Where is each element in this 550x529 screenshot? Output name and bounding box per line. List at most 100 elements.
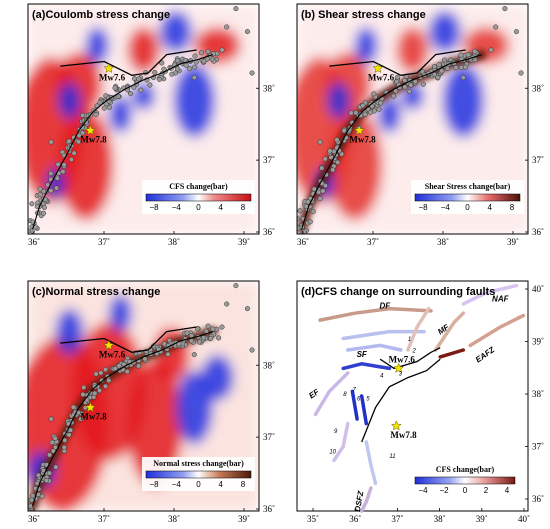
y-tick-label: 40˚: [532, 284, 544, 294]
segment-number: 7: [352, 387, 356, 393]
x-tick-label: 40˚: [518, 514, 530, 524]
x-tick-label: 37˚: [391, 514, 403, 524]
aftershock: [317, 139, 323, 145]
y-tick-label: 36˚: [532, 494, 544, 504]
positive-lobe: [127, 359, 183, 488]
aftershock: [80, 391, 86, 398]
colorbar-gradient: [145, 193, 252, 202]
negative-lobe: [377, 96, 401, 133]
y-tick-label: 36˚: [532, 227, 544, 237]
rupture-trace-north: [379, 347, 441, 370]
aftershock: [216, 335, 222, 341]
rupture-trace-north: [60, 49, 197, 76]
aftershock: [43, 477, 50, 484]
y-tick-label: 38˚: [532, 389, 544, 399]
fault-segment: [313, 371, 350, 417]
aftershocks: [297, 6, 524, 234]
aftershock: [319, 165, 325, 171]
colorbar-tick: 4: [219, 203, 224, 212]
aftershock: [406, 88, 412, 94]
panel-a: Mw7.6 Mw7.8 (a)Coulomb stress change 36˚ 37˚…: [27, 3, 275, 247]
aftershock: [39, 493, 45, 499]
x-tick-label: 37˚: [367, 237, 379, 247]
aftershock: [334, 137, 340, 143]
aftershock: [420, 81, 426, 87]
aftershock: [53, 464, 59, 470]
fault-segment: [359, 394, 369, 426]
colorbar-tick: −8: [418, 203, 428, 212]
negative-lobe: [58, 82, 82, 119]
aftershock: [394, 74, 400, 80]
fault-segment: [346, 343, 403, 352]
aftershock: [297, 216, 301, 222]
aftershock: [70, 404, 76, 410]
aftershock: [61, 444, 67, 450]
x-tick-label: 39˚: [238, 237, 250, 247]
x-tick-label: 38˚: [434, 514, 446, 524]
colorbar-tick: 4: [219, 480, 224, 489]
colorbar: CFS change(bar) −8 −4 0 4 8: [142, 180, 255, 214]
aftershock: [462, 64, 469, 70]
aftershock: [55, 161, 61, 167]
aftershock: [249, 70, 255, 76]
x-tick-label: 39˚: [507, 237, 519, 247]
aftershock: [205, 323, 211, 329]
aftershock: [244, 29, 250, 35]
fault-segment: [406, 306, 431, 352]
aftershock: [138, 87, 144, 93]
colorbar-tick: 0: [196, 480, 201, 489]
aftershock: [320, 188, 326, 194]
panel-c: Mw7.6 Mw7.8 (c)Normal stress change 36˚ 37˚ 3…: [27, 280, 275, 524]
aftershock: [367, 109, 374, 115]
aftershock: [402, 84, 408, 90]
surrounding-faults: [313, 283, 526, 513]
colorbar-gradient: [414, 193, 521, 202]
aftershock: [465, 52, 471, 58]
aftershock: [102, 383, 109, 389]
epicenter-star: [393, 362, 405, 373]
aftershock: [439, 68, 445, 74]
segment-number: 1: [408, 337, 411, 343]
aftershock: [46, 470, 53, 476]
aftershock: [394, 79, 400, 85]
aftershock: [175, 66, 181, 72]
epicenter-star: [84, 124, 96, 136]
mw76-label: Mw7.6: [99, 72, 126, 82]
aftershock: [460, 75, 466, 81]
aftershock: [198, 50, 204, 56]
map-frame: [27, 3, 260, 235]
aftershock: [124, 369, 130, 375]
positive-lobe: [396, 27, 429, 73]
y-tick-label: 37˚: [532, 442, 544, 452]
aftershock: [311, 186, 317, 192]
aftershock: [54, 175, 60, 181]
aftershock: [191, 352, 197, 358]
aftershock: [472, 48, 478, 54]
aftershock: [435, 74, 441, 81]
aftershock: [48, 416, 54, 422]
aftershock: [327, 148, 333, 154]
stress-lobes: [28, 4, 259, 234]
aftershock: [513, 29, 520, 35]
fault-segment: [468, 313, 526, 348]
aftershock: [518, 70, 524, 76]
aftershock: [360, 102, 366, 109]
aftershock: [175, 58, 181, 64]
aftershock: [41, 188, 47, 194]
aftershock: [115, 93, 121, 99]
map-frame: [296, 280, 529, 512]
positive-lobe: [194, 27, 241, 64]
epicenter-star: [103, 62, 115, 73]
aftershock: [68, 156, 74, 163]
colorbar-tick: −4: [418, 486, 428, 495]
negative-lobe: [55, 308, 84, 355]
segment-number: 8: [343, 392, 347, 398]
aftershock: [188, 338, 195, 344]
colorbar-tick: 0: [196, 203, 201, 212]
aftershock: [335, 159, 341, 165]
y-tick-label: 36˚: [263, 504, 275, 514]
colorbar-tick: −8: [149, 203, 159, 212]
colorbar-tick: 2: [484, 486, 489, 495]
segment-number: 3: [399, 371, 403, 377]
